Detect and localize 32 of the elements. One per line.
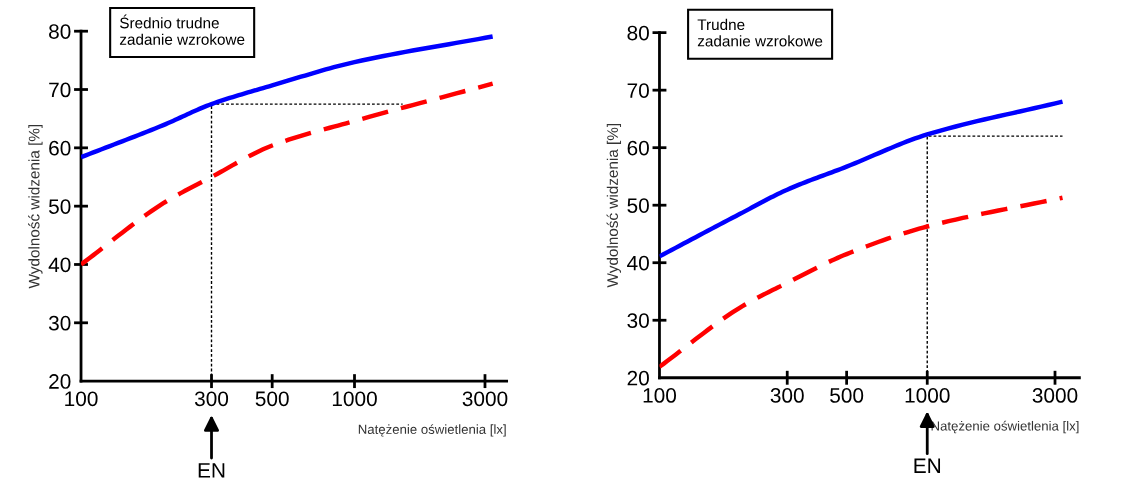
x-tick-label: 1000 bbox=[905, 388, 950, 403]
y-axis-title: Wydolność widzenia [%] bbox=[28, 124, 43, 289]
y-tick-label: 40 bbox=[627, 255, 649, 271]
y-tick-label: 50 bbox=[48, 199, 71, 214]
text: EN bbox=[914, 458, 941, 473]
y-tick-label: 60 bbox=[49, 140, 71, 156]
y-tick-label: 20 bbox=[627, 370, 649, 386]
y-tick-label: 20 bbox=[49, 374, 71, 389]
x-tick-label: 100 bbox=[643, 388, 677, 403]
text: EN bbox=[198, 463, 225, 478]
y-tick-label: 30 bbox=[627, 313, 649, 328]
y-tick-label: 30 bbox=[48, 315, 71, 331]
y-tick-label: 70 bbox=[627, 83, 649, 98]
y-tick-label: 80 bbox=[627, 25, 649, 41]
x-tick-label: 100 bbox=[65, 391, 98, 407]
y-tick-label: 50 bbox=[627, 198, 649, 213]
x-tick-label: 300 bbox=[770, 388, 804, 403]
y-tick-label: 40 bbox=[48, 257, 71, 273]
x-tick-label: 1000 bbox=[332, 391, 377, 407]
x-tick-label: 3000 bbox=[1032, 388, 1078, 403]
y-tick-label: 80 bbox=[49, 24, 71, 39]
x-axis-title: Natężenie oświetlenia [lx] bbox=[358, 424, 506, 437]
x-tick-label: 500 bbox=[255, 391, 289, 407]
x-tick-label: 500 bbox=[830, 388, 864, 403]
chart-title: Średnio trudne zadanie wzrokowe bbox=[119, 14, 245, 45]
y-axis-title: Wydolność widzenia [%] bbox=[606, 123, 622, 288]
x-tick-label: 3000 bbox=[462, 391, 508, 407]
y-tick-label: 70 bbox=[49, 82, 71, 98]
x-tick-label: 300 bbox=[194, 391, 229, 407]
x-axis-title: Natężenie oświetlenia [lx] bbox=[931, 420, 1079, 434]
y-tick-label: 60 bbox=[627, 140, 649, 156]
chart-title: Trudne zadanie wzrokowe bbox=[697, 18, 823, 47]
